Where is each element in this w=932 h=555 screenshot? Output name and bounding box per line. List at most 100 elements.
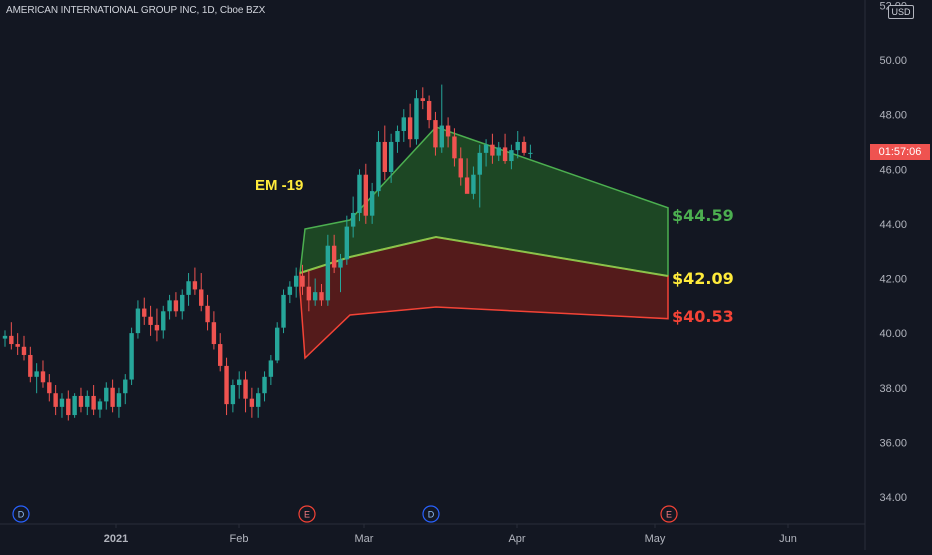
- earnings-event-marker[interactable]: E: [660, 505, 678, 523]
- y-tick-label: 40.00: [879, 328, 907, 340]
- lower-level-label: $40.53: [672, 307, 734, 326]
- x-tick-label: Feb: [230, 533, 249, 545]
- svg-text:D: D: [18, 510, 25, 520]
- candle: [300, 264, 305, 295]
- candle: [230, 379, 236, 413]
- candle: [414, 90, 419, 145]
- candle: [224, 357, 229, 416]
- chart-title: AMERICAN INTERNATIONAL GROUP INC, 1D, Cb…: [6, 5, 266, 16]
- currency-badge[interactable]: USD: [888, 5, 914, 19]
- svg-text:D: D: [428, 510, 435, 520]
- candle: [2, 330, 8, 347]
- candle: [515, 131, 520, 159]
- candle: [40, 360, 46, 388]
- candle: [97, 398, 103, 418]
- candle: [521, 136, 527, 156]
- y-tick-label: 42.00: [879, 274, 907, 286]
- dividend-event-marker[interactable]: D: [12, 505, 30, 523]
- candle: [34, 363, 39, 394]
- em-annotation: EM -19: [255, 177, 304, 194]
- candle: [59, 393, 65, 418]
- candle: [21, 335, 27, 361]
- y-tick-label: 48.00: [879, 110, 907, 122]
- candle: [91, 385, 96, 416]
- candle: [338, 253, 343, 293]
- candle: [483, 139, 489, 167]
- candle: [262, 371, 267, 402]
- candle: [268, 354, 274, 386]
- candle: [161, 305, 166, 339]
- candle: [464, 158, 470, 194]
- candle: [490, 133, 495, 164]
- candle: [47, 374, 52, 402]
- candle: [243, 371, 248, 413]
- candle: [306, 270, 312, 312]
- candle: [319, 283, 324, 306]
- candle: [192, 267, 198, 295]
- candle: [502, 133, 508, 164]
- mid-level-label: $42.09: [672, 269, 734, 288]
- candle: [148, 305, 153, 336]
- candle: [395, 125, 400, 153]
- candle: [426, 95, 432, 129]
- candle: [344, 215, 350, 265]
- candle: [287, 281, 293, 304]
- candle: [407, 103, 413, 148]
- candle: [325, 234, 331, 306]
- countdown-price-tag: 01:57:06: [870, 144, 930, 160]
- candle: [382, 125, 387, 181]
- y-tick-label: 34.00: [879, 492, 907, 504]
- y-tick-label: 36.00: [879, 437, 907, 449]
- candle: [350, 196, 356, 238]
- candle: [104, 382, 109, 410]
- candle: [135, 300, 141, 339]
- candle: [72, 393, 77, 418]
- candle: [66, 390, 71, 421]
- candle: [439, 84, 444, 153]
- candle: [28, 346, 33, 383]
- candle: [433, 111, 438, 156]
- x-tick-label: 2021: [104, 533, 128, 545]
- candle: [445, 117, 451, 148]
- candle: [312, 278, 318, 306]
- x-tick-label: Jun: [779, 533, 797, 545]
- candle: [53, 385, 58, 416]
- candle: [123, 374, 128, 405]
- candle: [218, 333, 223, 372]
- x-tick-label: Mar: [355, 533, 374, 545]
- candle: [293, 267, 299, 298]
- dividend-event-marker[interactable]: D: [422, 505, 440, 523]
- candle: [496, 141, 501, 162]
- candle: [256, 387, 261, 418]
- candle: [116, 387, 122, 418]
- candle: [180, 289, 185, 320]
- candle: [528, 144, 533, 159]
- candle: [369, 182, 375, 224]
- candle: [78, 387, 84, 413]
- candle: [173, 292, 179, 317]
- candle: [85, 390, 90, 416]
- y-tick-label: 44.00: [879, 219, 907, 231]
- candle: [237, 371, 242, 399]
- candle: [331, 234, 337, 274]
- candle: [205, 294, 210, 331]
- earnings-event-marker[interactable]: E: [298, 505, 316, 523]
- upper-level-label: $44.59: [672, 206, 734, 225]
- y-tick-label: 46.00: [879, 164, 907, 176]
- candle: [129, 327, 134, 386]
- candle: [363, 163, 369, 224]
- candle: [186, 273, 191, 306]
- x-tick-label: Apr: [508, 533, 525, 545]
- mid-projection-line: [299, 235, 669, 278]
- candle: [388, 133, 394, 183]
- candle: [471, 166, 476, 200]
- candle: [281, 289, 286, 334]
- candle: [211, 311, 217, 350]
- candle: [167, 294, 172, 320]
- candle: [376, 131, 381, 197]
- candle: [9, 322, 14, 350]
- candle: [154, 308, 160, 342]
- candle: [249, 387, 255, 418]
